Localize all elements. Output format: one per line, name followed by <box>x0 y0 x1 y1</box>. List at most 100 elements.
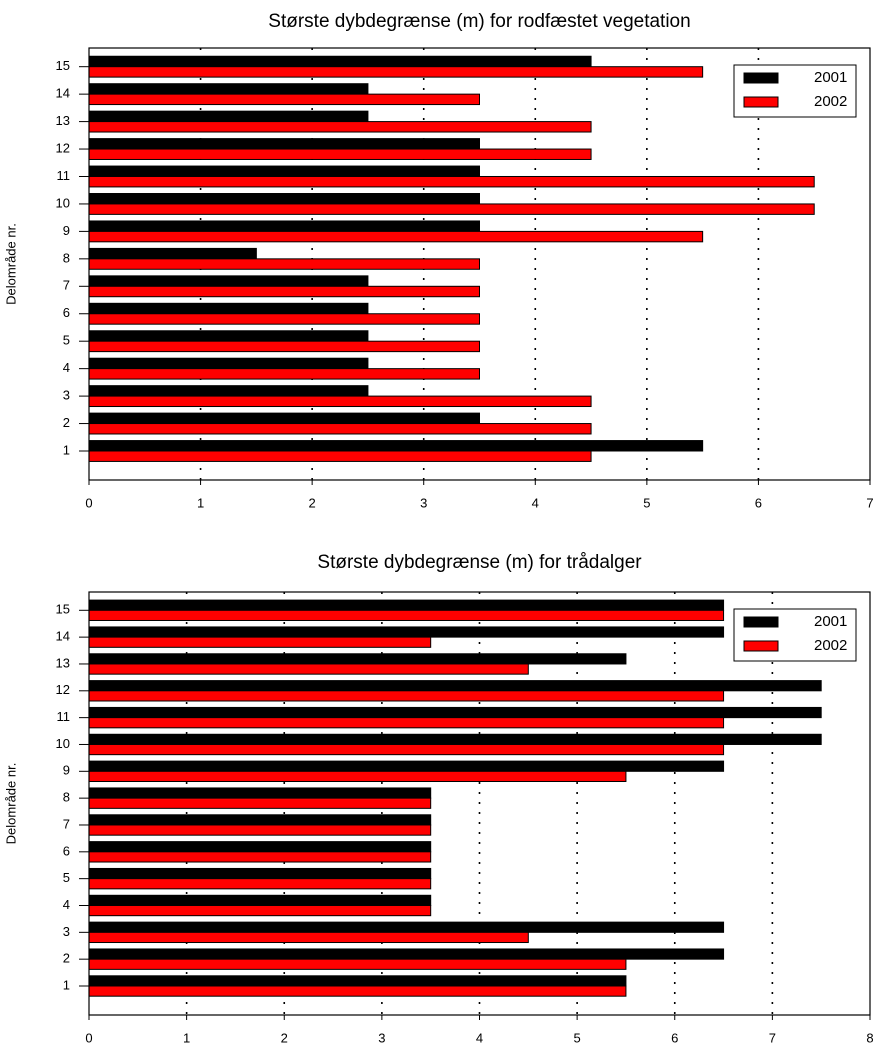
y-tick-label: 7 <box>63 278 70 293</box>
bar <box>88 220 480 232</box>
bar <box>88 824 432 836</box>
x-tick-label: 4 <box>532 495 539 510</box>
bar <box>88 599 725 611</box>
bar <box>88 395 592 408</box>
bar <box>88 412 480 425</box>
y-tick-label: 8 <box>63 250 70 265</box>
legend-label: 2001 <box>814 613 847 630</box>
y-tick-label: 11 <box>57 168 71 183</box>
legend-swatch <box>743 616 779 628</box>
bar <box>88 636 432 648</box>
bar <box>88 609 725 621</box>
y-tick-label: 15 <box>56 58 70 73</box>
bar <box>88 797 432 809</box>
bar <box>88 247 257 260</box>
y-tick-label: 6 <box>63 843 70 858</box>
legend-label: 2001 <box>814 69 847 86</box>
y-tick-label: 1 <box>63 442 70 457</box>
bar <box>88 440 704 452</box>
y-tick-label: 10 <box>56 736 70 751</box>
y-tick-label: 12 <box>56 682 70 697</box>
x-tick-label: 5 <box>643 495 650 510</box>
y-tick-label: 8 <box>63 790 70 805</box>
bar <box>88 66 704 78</box>
bar <box>88 841 432 853</box>
x-tick-label: 7 <box>769 1030 776 1045</box>
bar <box>88 894 432 906</box>
bar <box>88 165 480 177</box>
bar <box>88 138 480 150</box>
bar <box>88 330 369 342</box>
legend-label: 2002 <box>814 93 847 110</box>
bar <box>88 814 432 826</box>
bar <box>88 931 529 944</box>
y-tick-label: 14 <box>56 86 70 101</box>
bar <box>88 706 822 719</box>
bar <box>88 975 627 987</box>
legend-swatch <box>743 640 779 652</box>
plot-frame <box>88 47 871 481</box>
chart-title: Største dybdegrænse (m) for trådalger <box>317 552 642 573</box>
y-tick-label: 2 <box>63 415 70 430</box>
y-tick-label: 13 <box>56 655 70 670</box>
bar <box>88 368 480 380</box>
bar <box>88 921 725 933</box>
bar <box>88 258 480 270</box>
bar <box>88 275 369 287</box>
bar <box>88 787 432 799</box>
bar <box>88 385 369 397</box>
y-tick-label: 2 <box>63 951 70 966</box>
bar <box>88 948 725 960</box>
bar <box>88 110 369 123</box>
y-tick-label: 3 <box>63 924 70 939</box>
y-tick-label: 5 <box>63 870 70 885</box>
bar <box>88 878 432 890</box>
x-tick-label: 5 <box>574 1030 581 1045</box>
x-tick-label: 1 <box>183 1030 190 1045</box>
bar <box>88 55 592 68</box>
y-tick-label: 1 <box>63 977 70 992</box>
x-tick-label: 4 <box>476 1030 483 1045</box>
x-tick-label: 0 <box>85 1030 92 1045</box>
bar <box>88 653 627 665</box>
y-tick-label: 5 <box>63 333 70 348</box>
x-tick-label: 0 <box>85 495 92 510</box>
x-tick-label: 8 <box>866 1030 873 1045</box>
bar <box>88 733 822 745</box>
y-tick-label: 10 <box>56 195 70 210</box>
chart-title: Største dybdegrænse (m) for rodfæstet ve… <box>268 11 690 32</box>
bar <box>88 148 592 160</box>
bar <box>88 83 369 95</box>
y-tick-label: 15 <box>56 602 70 617</box>
bar <box>88 302 369 315</box>
bar <box>88 230 704 243</box>
y-tick-label: 4 <box>63 360 70 375</box>
legend-swatch <box>743 72 779 84</box>
bar <box>88 690 725 702</box>
bar <box>88 867 432 880</box>
bar <box>88 313 480 325</box>
y-tick-label: 9 <box>63 763 70 778</box>
bar <box>88 93 480 106</box>
x-tick-label: 6 <box>755 495 762 510</box>
bar <box>88 743 725 756</box>
y-tick-label: 11 <box>57 709 71 724</box>
bar <box>88 760 725 772</box>
y-tick-label: 7 <box>63 816 70 831</box>
x-tick-label: 2 <box>309 495 316 510</box>
bar <box>88 357 369 370</box>
bar <box>88 175 815 188</box>
y-tick-label: 14 <box>56 629 70 644</box>
y-tick-label: 3 <box>63 388 70 403</box>
bar <box>88 626 725 638</box>
x-tick-label: 2 <box>281 1030 288 1045</box>
bar <box>88 680 822 692</box>
y-tick-label: 13 <box>56 113 70 128</box>
y-tick-label: 4 <box>63 897 70 912</box>
bar <box>88 851 432 863</box>
x-tick-label: 3 <box>378 1030 385 1045</box>
legend-label: 2002 <box>814 637 847 654</box>
bar <box>88 423 592 435</box>
